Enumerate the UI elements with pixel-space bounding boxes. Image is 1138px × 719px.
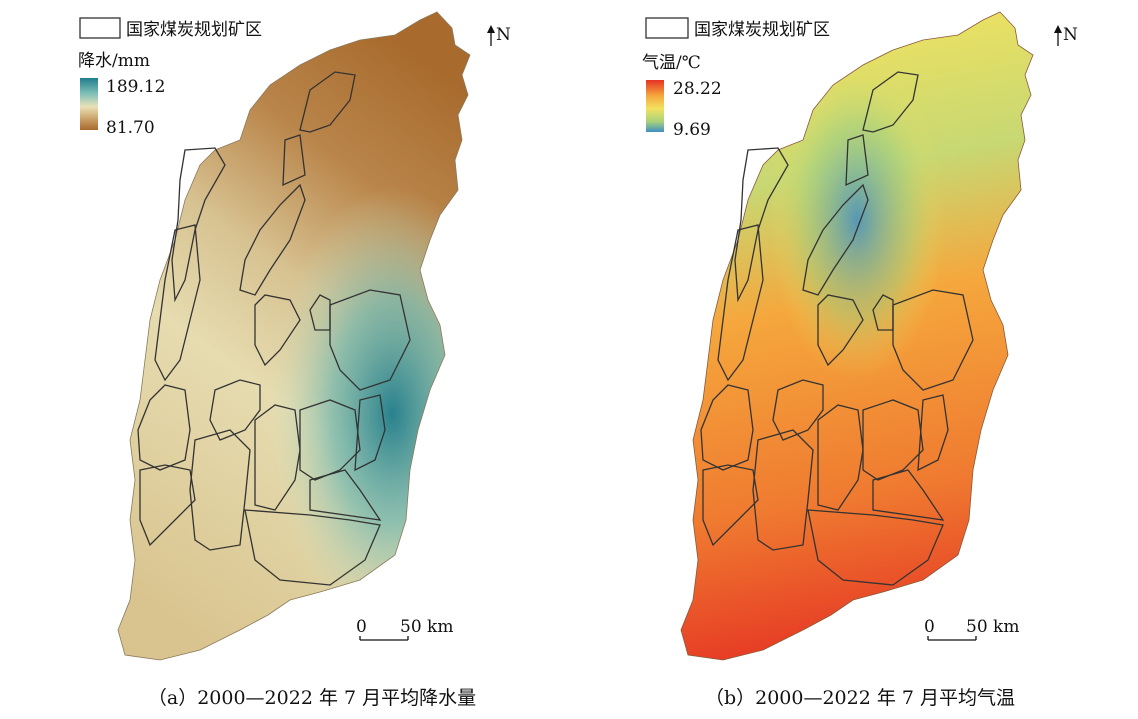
caption-b: （b）2000—2022 年 7 月平均气温	[705, 687, 1015, 709]
color-ramp-a	[80, 78, 98, 130]
panel-b: 国家煤炭规划矿区 气温/℃ 28.22 9.69 N 0 50 km （b）20…	[642, 11, 1078, 709]
north-arrow-b: N	[1054, 25, 1078, 46]
mining-area-legend-label-a: 国家煤炭规划矿区	[126, 20, 262, 40]
scale-zero-a: 0	[356, 617, 367, 637]
variable-title-b: 气温/℃	[642, 53, 701, 73]
scale-zero-b: 0	[924, 617, 935, 637]
map-b	[680, 11, 1034, 661]
mining-area-legend-box-b	[645, 17, 689, 39]
color-ramp-b	[646, 80, 664, 132]
mining-area-legend-box-a	[79, 17, 121, 39]
legend-max-a: 189.12	[106, 77, 165, 97]
scale-value-a: 50 km	[400, 617, 453, 637]
panel-a: 国家煤炭规划矿区 降水/mm 189.12 81.70 N 0 50 km （a…	[78, 11, 511, 709]
variable-title-a: 降水/mm	[78, 51, 150, 71]
legend-max-b: 28.22	[673, 79, 722, 99]
caption-a: （a）2000—2022 年 7 月平均降水量	[148, 687, 476, 709]
map-a	[117, 11, 471, 661]
scale-bar-a: 0 50 km	[356, 617, 453, 641]
legend-min-a: 81.70	[106, 118, 155, 138]
north-arrow-a: N	[487, 25, 511, 46]
mining-area-legend-label-b: 国家煤炭规划矿区	[694, 20, 830, 40]
scale-value-b: 50 km	[966, 617, 1019, 637]
scale-bar-b: 0 50 km	[924, 617, 1019, 641]
north-label-a: N	[496, 25, 511, 45]
north-label-b: N	[1063, 25, 1078, 45]
legend-min-b: 9.69	[673, 120, 711, 140]
